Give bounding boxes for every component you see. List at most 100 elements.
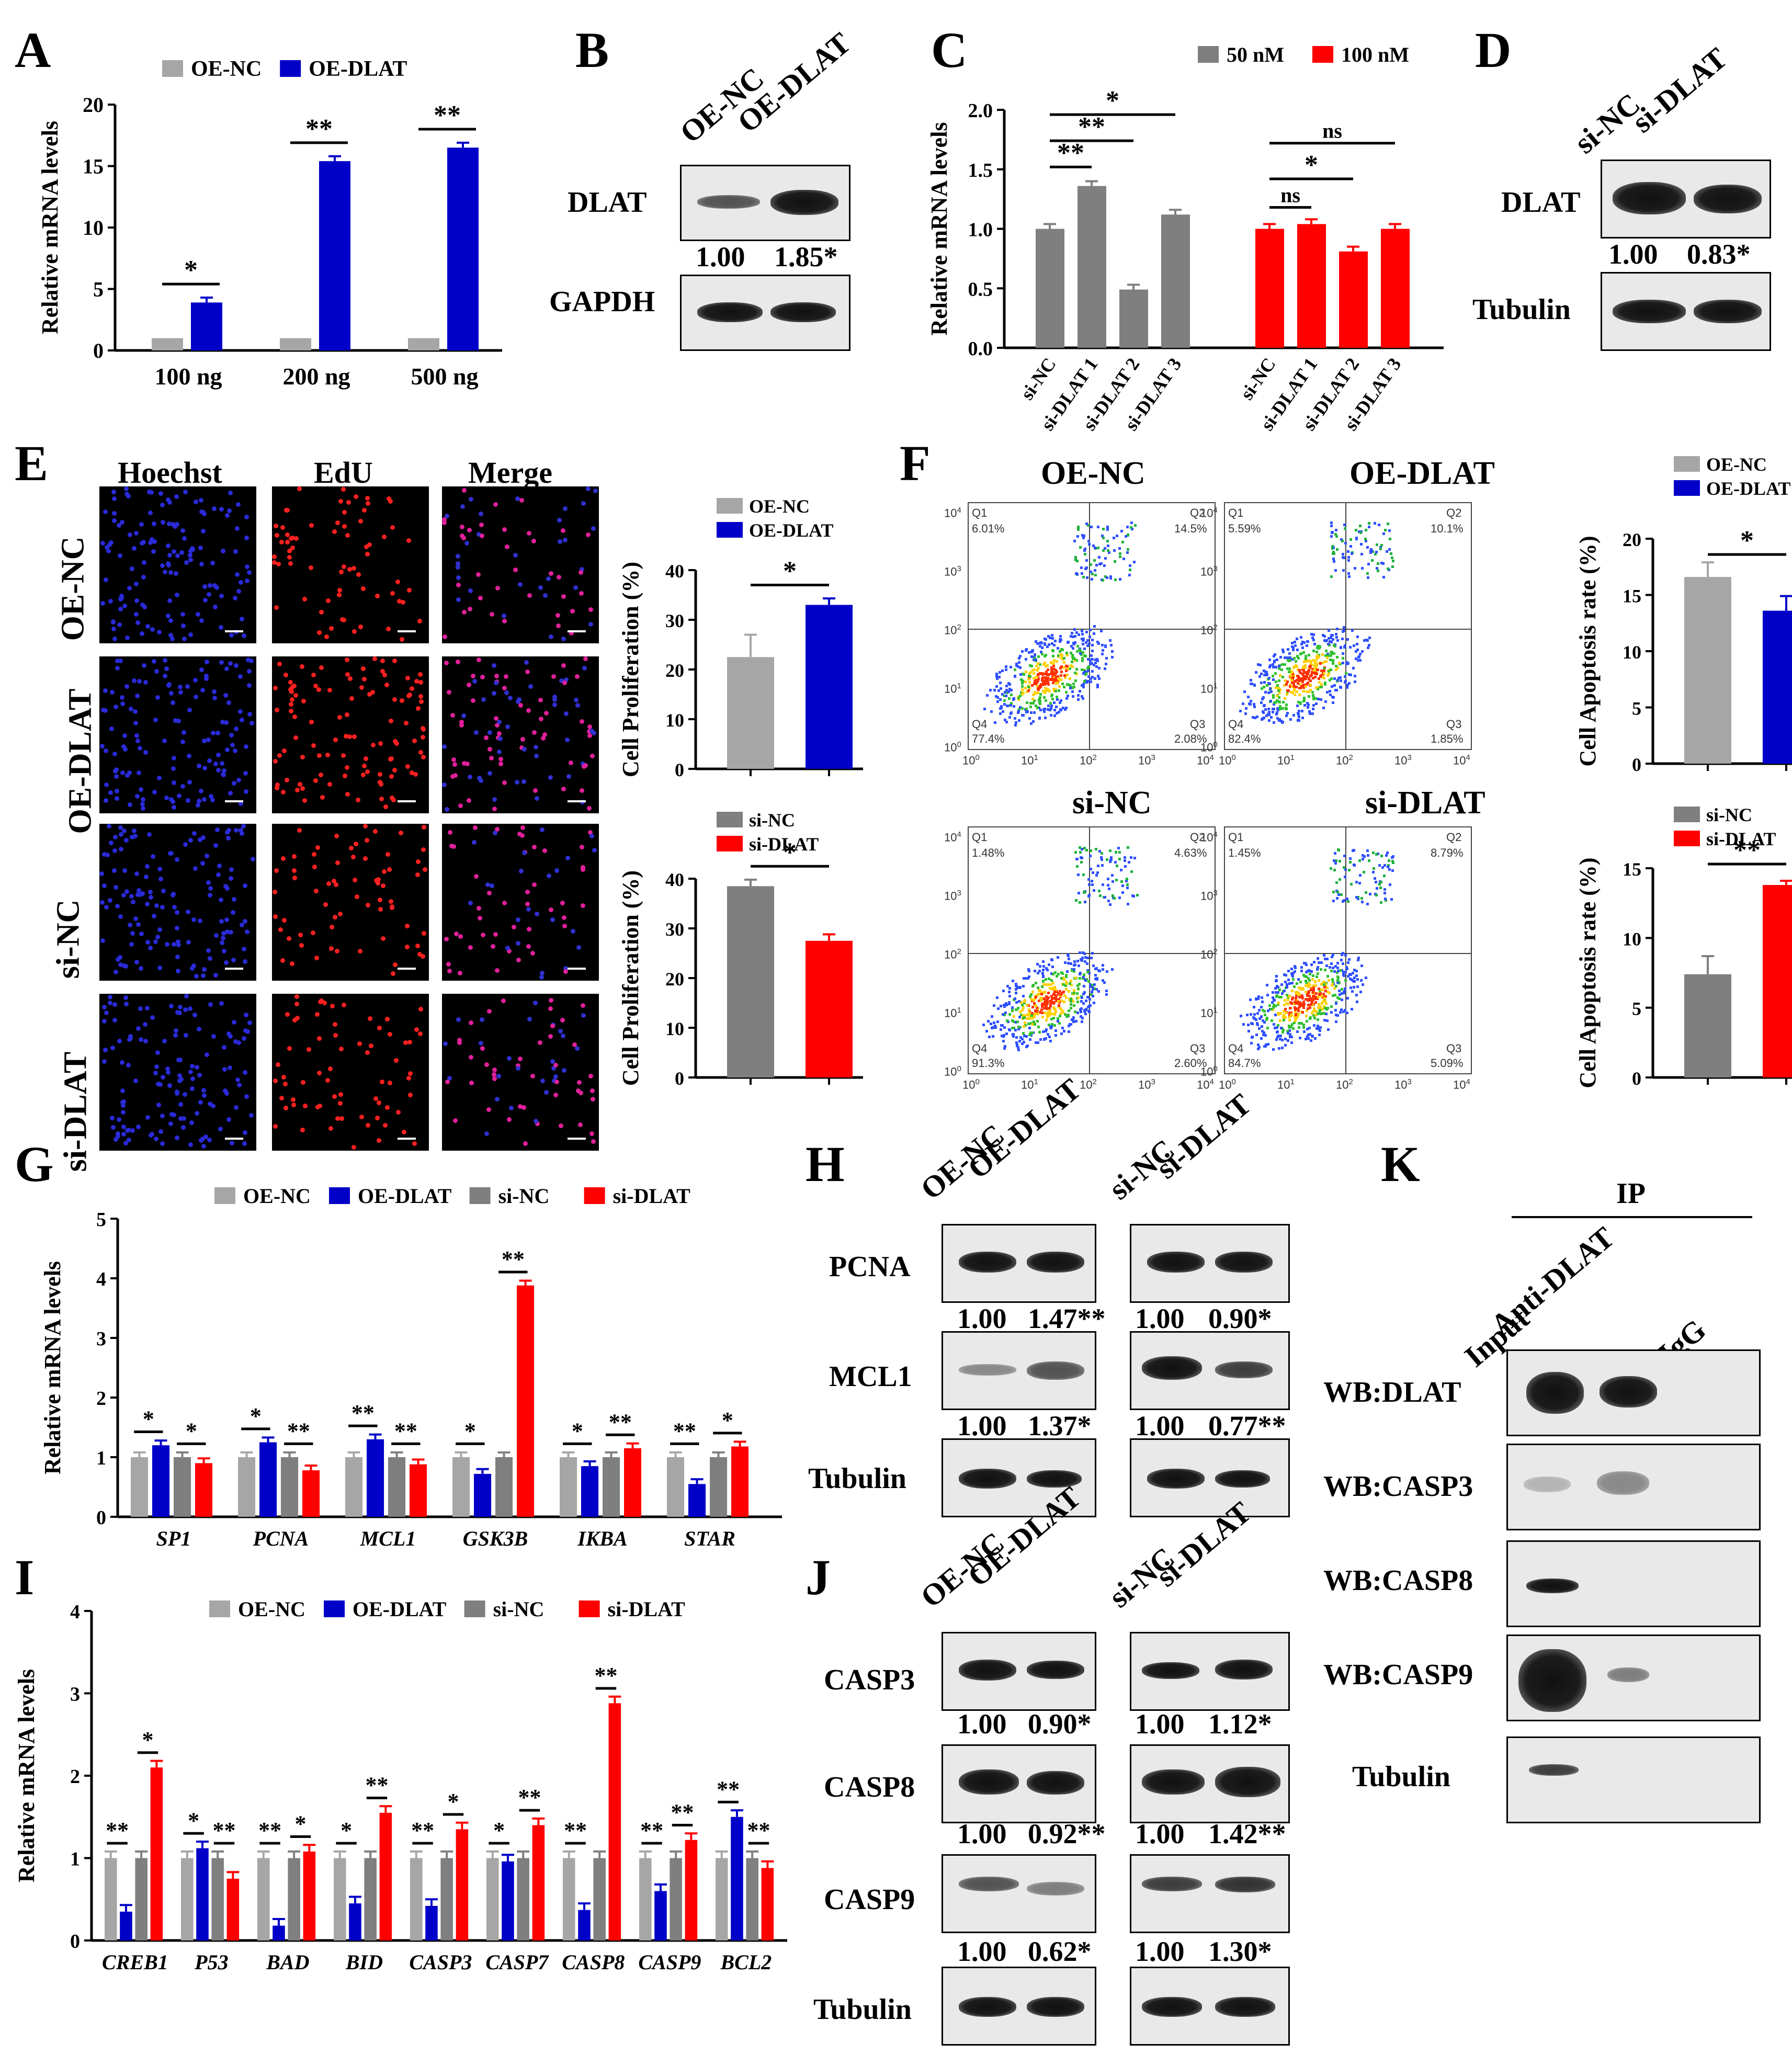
panel-label-a: A — [15, 22, 51, 78]
f-event — [1289, 670, 1292, 673]
f-event — [1088, 985, 1092, 988]
f-event — [1289, 1006, 1292, 1009]
e-nucleus — [199, 789, 203, 793]
f-event — [1348, 972, 1352, 975]
f-event — [1072, 646, 1075, 650]
f-event — [1070, 962, 1073, 966]
e-nucleus — [243, 883, 247, 888]
f-event — [998, 676, 1001, 679]
h-blot-right-0-band-1 — [1215, 1252, 1273, 1273]
e2-bar-1 — [806, 940, 853, 1077]
e-nucleus — [451, 844, 456, 849]
f-event — [1036, 669, 1039, 672]
f-event — [1353, 969, 1356, 972]
f-event — [1288, 1014, 1291, 1017]
e-nucleus — [175, 910, 179, 915]
e-nucleus — [118, 955, 122, 960]
g-siga-3-star: * — [464, 1418, 476, 1444]
e-nucleus — [358, 519, 363, 524]
f-event — [1088, 997, 1091, 1001]
f-event — [1082, 975, 1085, 979]
f-event — [1109, 849, 1112, 852]
e-nucleus — [479, 778, 483, 783]
f-event — [1029, 671, 1032, 674]
f-event — [1057, 973, 1060, 976]
f-event — [1091, 662, 1094, 665]
f-event — [1106, 540, 1109, 543]
e-nucleus — [513, 553, 518, 558]
e-nucleus — [121, 744, 126, 749]
i-bar-3-0 — [334, 1858, 346, 1940]
f-event — [1288, 667, 1291, 671]
f-event — [1052, 972, 1055, 975]
f-event — [1080, 856, 1083, 859]
f-event — [1274, 666, 1277, 669]
f-event — [1050, 972, 1053, 975]
f-event — [1091, 986, 1094, 990]
f-event — [1036, 642, 1039, 645]
e-nucleus — [581, 903, 585, 908]
f-event — [1387, 866, 1390, 869]
f-event — [1318, 990, 1321, 993]
f-event — [1302, 1003, 1305, 1006]
f-event — [1295, 690, 1298, 694]
f-event — [1051, 673, 1054, 676]
f-event — [989, 688, 992, 691]
e-nucleus — [172, 805, 176, 810]
i-bar-0-0 — [105, 1858, 117, 1940]
f-event — [1344, 1008, 1347, 1012]
f-event — [1055, 660, 1058, 663]
f-event — [1340, 1008, 1343, 1012]
e-nucleus — [588, 1074, 593, 1079]
f-event — [1307, 703, 1310, 707]
e-nucleus — [516, 917, 520, 922]
f-event — [1063, 661, 1066, 664]
f-event — [1078, 983, 1081, 986]
e-nucleus — [392, 659, 397, 663]
e-nucleus — [471, 698, 475, 703]
g-siga-1-star: * — [250, 1403, 262, 1429]
f-event — [1067, 990, 1070, 993]
f-event — [1281, 1028, 1285, 1031]
f-event — [991, 1015, 994, 1018]
f-event — [1345, 966, 1348, 969]
e-nucleus — [389, 899, 393, 904]
f-event — [1330, 641, 1333, 644]
f-event — [1379, 901, 1382, 904]
f-event — [1042, 980, 1045, 983]
f-event — [1053, 990, 1056, 993]
f-event — [1073, 641, 1076, 644]
f-event — [1111, 894, 1114, 897]
f-event — [1102, 549, 1105, 552]
f-event — [1054, 971, 1057, 974]
e-nucleus — [167, 1083, 172, 1088]
f-event — [1377, 570, 1380, 573]
e-nucleus — [493, 932, 498, 937]
f-event — [1101, 649, 1104, 652]
f-event — [1298, 679, 1301, 682]
e-nucleus — [345, 712, 349, 717]
f-event — [1091, 572, 1094, 575]
f-event — [1078, 977, 1081, 980]
e-nucleus — [295, 1016, 300, 1020]
e-nucleus — [242, 947, 246, 951]
e-nucleus — [152, 659, 156, 664]
f1-bar-1 — [1763, 610, 1792, 764]
f-event — [1080, 861, 1083, 864]
i-bar-5-2 — [517, 1858, 529, 1940]
f-event — [1040, 678, 1044, 682]
f-event — [1099, 630, 1103, 633]
e-nucleus — [214, 585, 219, 590]
e-nucleus — [570, 609, 575, 614]
f-event — [1091, 988, 1094, 991]
e-nucleus — [133, 916, 138, 921]
f-event — [1335, 548, 1339, 551]
f-event — [1329, 668, 1332, 672]
f-event — [1273, 1027, 1276, 1029]
f-quadrant-label: Q1 — [972, 831, 988, 844]
f-quadrant-label: 84.7% — [1228, 1057, 1261, 1070]
f-event — [1100, 852, 1103, 855]
f-event — [1300, 677, 1303, 680]
f-event — [1050, 986, 1053, 990]
f-event — [1290, 1023, 1294, 1026]
